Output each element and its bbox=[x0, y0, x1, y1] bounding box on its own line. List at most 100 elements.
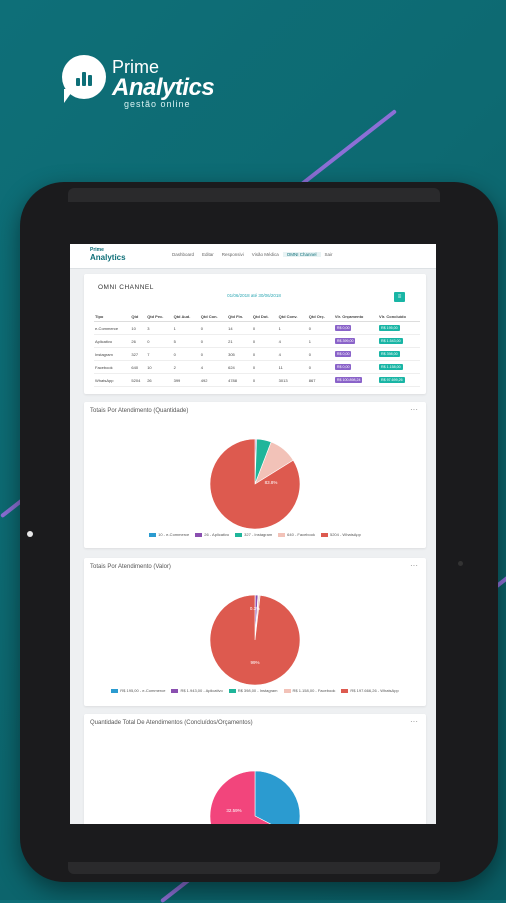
column-header: Qtd Con. bbox=[200, 312, 227, 322]
table-cell: 0 bbox=[173, 348, 200, 361]
date-range[interactable]: 01/06/2018 até 30/06/2018 bbox=[204, 293, 304, 298]
table-cell: 1 bbox=[173, 322, 200, 335]
legend-swatch bbox=[235, 533, 242, 537]
nav-logo[interactable]: Prime Analytics bbox=[90, 248, 126, 262]
more-options-icon[interactable]: ··· bbox=[410, 405, 418, 414]
data-label: 83.8% bbox=[265, 480, 278, 485]
legend-item[interactable]: R$ 197.666,26 - WhatsApp bbox=[341, 688, 398, 693]
nav-item-omni-channel[interactable]: OMNI Channel bbox=[283, 252, 321, 257]
legend-item[interactable]: R$ 1.943,00 - Aplicativo bbox=[171, 688, 222, 693]
legend-label: R$ 195,00 - e-Commerce bbox=[120, 688, 165, 693]
table-cell: 305 bbox=[227, 348, 252, 361]
column-header: Vlr. Concluído bbox=[378, 312, 420, 322]
legend-label: 5204 - WhatsApp bbox=[330, 532, 361, 537]
table-cell: 1 bbox=[278, 322, 308, 335]
pie-slice[interactable] bbox=[255, 771, 300, 824]
nav-item-sair[interactable]: Sair bbox=[321, 252, 337, 257]
filter-button[interactable]: ≡ bbox=[394, 292, 405, 302]
table-cell: 0 bbox=[308, 348, 334, 361]
legend-swatch bbox=[278, 533, 285, 537]
brand-name-bottom: Analytics bbox=[112, 74, 214, 102]
chart-title: Totais Por Atendimento (Valor) bbox=[90, 564, 171, 570]
sensor-dot bbox=[458, 561, 463, 566]
table-cell: 4 bbox=[200, 361, 227, 374]
table-cell: e-Commerce bbox=[94, 322, 130, 335]
table-cell: 10 bbox=[130, 322, 146, 335]
table-cell: 0 bbox=[200, 322, 227, 335]
legend-swatch bbox=[229, 689, 236, 693]
table-cell: 0 bbox=[308, 361, 334, 374]
nav-item-dashboard[interactable]: Dashboard bbox=[168, 252, 198, 257]
table-cell: 3 bbox=[146, 322, 172, 335]
column-header: Qtd Orç. bbox=[308, 312, 334, 322]
nav-item-responsivi[interactable]: Responsivi bbox=[218, 252, 248, 257]
data-label: 0.3% bbox=[250, 606, 260, 611]
legend-label: R$ 1.158,00 - Facebook bbox=[293, 688, 336, 693]
table-cell: 2 bbox=[173, 361, 200, 374]
chart-card-total: Quantidade Total De Atendimentos (Conclu… bbox=[84, 714, 426, 824]
budget-value-badge: R$ 399,00 bbox=[335, 338, 356, 344]
column-header: Qtd Dot. bbox=[252, 312, 278, 322]
table-cell: 492 bbox=[200, 374, 227, 387]
legend-item[interactable]: 26 - Aplicativo bbox=[195, 532, 229, 537]
more-options-icon[interactable]: ··· bbox=[410, 717, 418, 726]
completed-value-badge: R$ 195,00 bbox=[379, 325, 400, 331]
column-header: Qtd Aud. bbox=[173, 312, 200, 322]
legend-swatch bbox=[111, 689, 118, 693]
table-cell: Instagram bbox=[94, 348, 130, 361]
legend-swatch bbox=[195, 533, 202, 537]
legend-item[interactable]: R$ 398,00 - Instagram bbox=[229, 688, 278, 693]
pie-chart-quantity: 83.8% bbox=[84, 422, 426, 542]
nav-item-vis-o-m-dica[interactable]: Visão Médica bbox=[248, 252, 283, 257]
legend-item[interactable]: 5204 - WhatsApp bbox=[321, 532, 361, 537]
column-header: Vlr. Orçamento bbox=[334, 312, 378, 322]
table-cell: 640 bbox=[130, 361, 146, 374]
table-cell: 21 bbox=[227, 335, 252, 348]
table-cell: 4788 bbox=[227, 374, 252, 387]
table-cell: 0 bbox=[252, 374, 278, 387]
background-stripe bbox=[300, 109, 397, 186]
omni-channel-card: OMNI CHANNEL 01/06/2018 até 30/06/2018 ≡… bbox=[84, 274, 426, 394]
table-cell: Aplicativo bbox=[94, 335, 130, 348]
legend-item[interactable]: R$ 1.158,00 - Facebook bbox=[284, 688, 336, 693]
legend-item[interactable]: 640 - Facebook bbox=[278, 532, 315, 537]
legend-label: R$ 398,00 - Instagram bbox=[238, 688, 278, 693]
completed-value-badge: R$ 97.699,26 bbox=[379, 377, 405, 383]
legend-item[interactable]: 10 - e-Commerce bbox=[149, 532, 189, 537]
pie-chart-total: 32.59%67.41% bbox=[84, 734, 426, 824]
table-cell: WhatsApp bbox=[94, 374, 130, 387]
table-cell: 0 bbox=[252, 322, 278, 335]
legend-item[interactable]: 327 - Instagram bbox=[235, 532, 272, 537]
nav-item-editar[interactable]: Editar bbox=[198, 252, 218, 257]
table-cell: 14 bbox=[227, 322, 252, 335]
brand-tagline: gestão online bbox=[124, 99, 191, 109]
legend-label: 26 - Aplicativo bbox=[204, 532, 229, 537]
chart-title: Totais Por Atendimento (Quantidade) bbox=[90, 408, 188, 414]
completed-value-badge: R$ 1.158,00 bbox=[379, 364, 403, 370]
budget-value-badge: R$ 0,00 bbox=[335, 364, 352, 370]
omni-title: OMNI CHANNEL bbox=[98, 284, 154, 291]
chart-card-quantity: Totais Por Atendimento (Quantidade) ··· … bbox=[84, 402, 426, 548]
table-cell: 5204 bbox=[130, 374, 146, 387]
table-cell: 867 bbox=[308, 374, 334, 387]
table-cell: 624 bbox=[227, 361, 252, 374]
table-cell: 4 bbox=[278, 348, 308, 361]
table-cell: 0 bbox=[308, 322, 334, 335]
legend-label: R$ 197.666,26 - WhatsApp bbox=[350, 688, 398, 693]
budget-value-badge: R$ 0,00 bbox=[335, 325, 352, 331]
chart-card-value: Totais Por Atendimento (Valor) ··· 0.3%9… bbox=[84, 558, 426, 706]
camera-icon bbox=[27, 531, 33, 537]
legend-label: 327 - Instagram bbox=[244, 532, 272, 537]
legend-label: R$ 1.943,00 - Aplicativo bbox=[180, 688, 222, 693]
more-options-icon[interactable]: ··· bbox=[410, 561, 418, 570]
chart-legend: R$ 195,00 - e-Commerce R$ 1.943,00 - Apli… bbox=[84, 688, 426, 693]
table-cell: 1 bbox=[308, 335, 334, 348]
legend-item[interactable]: R$ 195,00 - e-Commerce bbox=[111, 688, 165, 693]
